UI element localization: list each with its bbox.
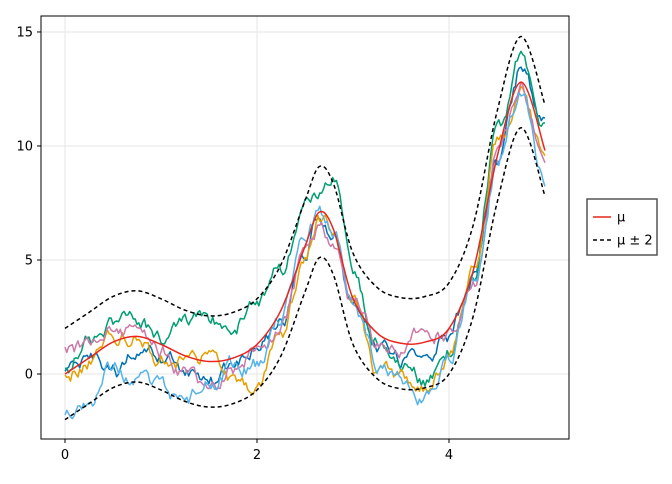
x-tick-label: 4: [445, 448, 453, 463]
y-tick-label: 5: [25, 253, 33, 268]
y-tick-label: 10: [16, 139, 33, 154]
legend: μ μ ± 2: [587, 199, 657, 255]
plot-frame: [41, 16, 569, 439]
upper-band-line: [65, 37, 545, 329]
series-layer: [65, 37, 545, 420]
legend-label: μ ± 2: [617, 234, 653, 249]
x-tick-label: 2: [253, 448, 261, 463]
axis-ticks: 0 2 4 0 5 10 15: [16, 25, 453, 463]
x-tick-label: 0: [61, 448, 69, 463]
grid-lines: [41, 16, 569, 439]
y-tick-label: 0: [25, 368, 33, 383]
legend-label: μ: [617, 211, 625, 226]
sample-path-6: [65, 82, 545, 390]
sample-path-7: [65, 93, 545, 419]
y-tick-label: 15: [16, 25, 33, 40]
